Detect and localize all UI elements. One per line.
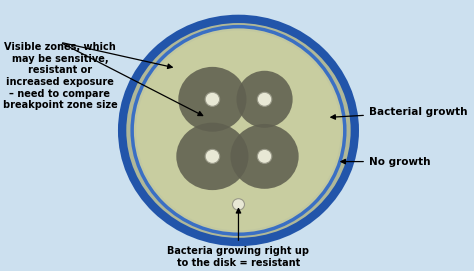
Ellipse shape <box>132 27 345 234</box>
Ellipse shape <box>237 71 292 128</box>
Text: Bacteria growing right up
to the disk = resistant: Bacteria growing right up to the disk = … <box>167 209 310 267</box>
Text: Visible zones, which
may be sensitive,
resistant or
increased exposure
– need to: Visible zones, which may be sensitive, r… <box>2 42 117 110</box>
Text: No growth: No growth <box>341 157 430 167</box>
Ellipse shape <box>230 124 299 189</box>
Ellipse shape <box>136 31 341 230</box>
Ellipse shape <box>232 199 245 210</box>
Ellipse shape <box>205 92 219 106</box>
Text: Bacterial growth: Bacterial growth <box>331 107 467 119</box>
Ellipse shape <box>205 149 219 163</box>
Ellipse shape <box>176 123 248 190</box>
Ellipse shape <box>257 149 272 163</box>
Ellipse shape <box>122 19 355 242</box>
Ellipse shape <box>178 67 246 132</box>
Ellipse shape <box>257 92 272 106</box>
